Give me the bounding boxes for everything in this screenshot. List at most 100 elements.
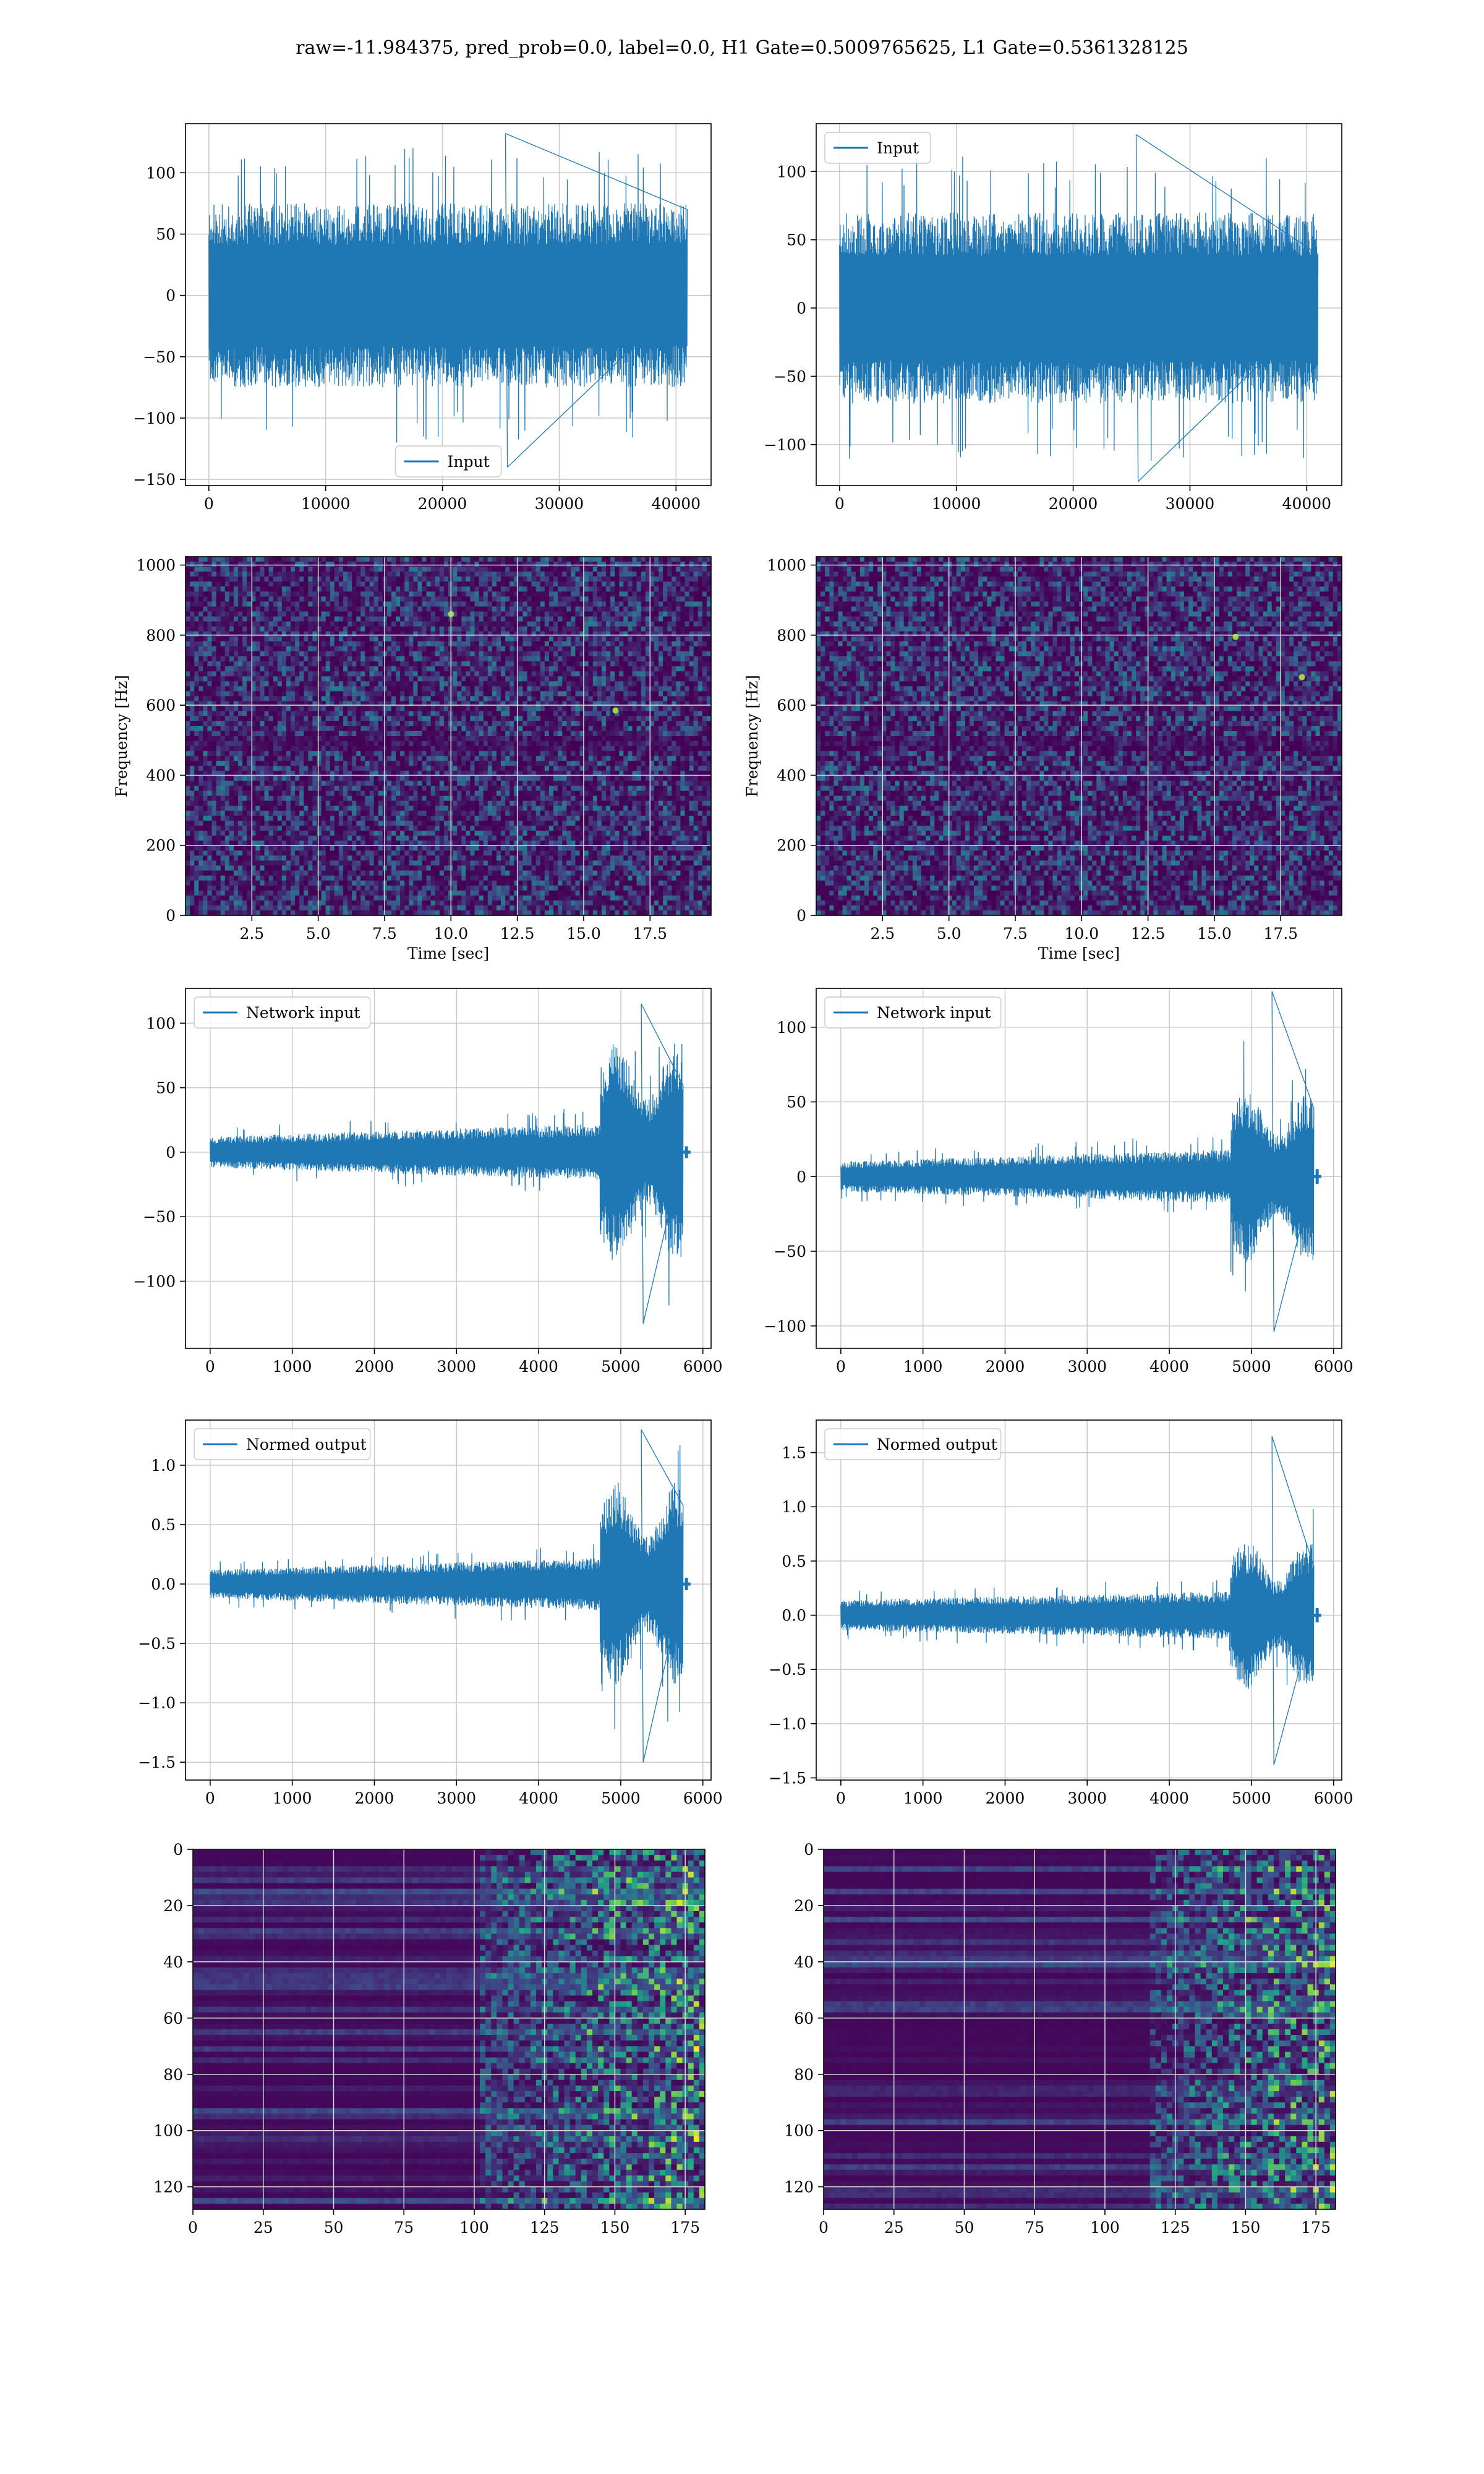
heatmap-cell — [220, 701, 226, 707]
y-tick-label: 50 — [787, 231, 806, 249]
heatmap-cell — [356, 790, 361, 797]
heatmap-cell — [211, 562, 217, 567]
heatmap-cell — [378, 736, 383, 742]
heatmap-cell — [229, 785, 234, 792]
heatmap-cell — [378, 790, 383, 797]
heatmap-cell — [286, 626, 291, 632]
heatmap-cell — [400, 766, 405, 771]
heatmap-cell — [251, 557, 256, 562]
heatmap-cell — [321, 601, 326, 607]
heatmap-cell — [286, 836, 291, 841]
heatmap-cell — [343, 805, 348, 811]
heatmap-cell — [466, 826, 471, 831]
heatmap-cell — [273, 785, 278, 792]
heatmap-cell — [273, 870, 278, 876]
heatmap-cell — [365, 885, 370, 891]
heatmap-cell — [286, 910, 291, 915]
heatmap-cell — [348, 626, 352, 632]
heatmap-cell — [338, 800, 344, 807]
heatmap-cell — [404, 730, 409, 737]
heatmap-cell — [400, 800, 405, 807]
heatmap-cell — [334, 716, 339, 722]
heatmap-cell — [186, 686, 190, 692]
heatmap-cell — [474, 730, 480, 737]
heatmap-cell — [277, 567, 283, 572]
heatmap-cell — [260, 845, 265, 851]
heatmap-cell — [369, 636, 375, 642]
heatmap-cell — [211, 870, 217, 876]
heatmap-cell — [321, 790, 326, 797]
heatmap-cell — [391, 726, 396, 732]
heatmap-cell — [308, 631, 313, 637]
heatmap-cell — [264, 581, 270, 587]
heatmap-cell — [338, 586, 344, 592]
heatmap-cell — [304, 890, 309, 896]
heatmap-cell — [317, 831, 322, 836]
heatmap-cell — [378, 880, 383, 886]
heatmap-cell — [330, 875, 335, 881]
heatmap-cell — [308, 781, 313, 787]
heatmap-cell — [479, 831, 484, 836]
heatmap-cell — [457, 711, 462, 717]
heatmap-cell — [453, 646, 458, 652]
heatmap-cell — [211, 611, 217, 617]
heatmap-cell — [466, 785, 471, 792]
heatmap-cell — [255, 820, 260, 826]
heatmap-cell — [295, 771, 300, 777]
heatmap-cell — [229, 905, 234, 911]
heatmap-cell — [373, 596, 379, 602]
heatmap-cell — [308, 701, 313, 707]
heatmap-cell — [238, 781, 243, 787]
heatmap-cell — [194, 741, 199, 747]
heatmap-cell — [470, 701, 475, 707]
heatmap-cell — [356, 766, 361, 771]
heatmap-cell — [317, 910, 322, 915]
heatmap-cell — [474, 865, 480, 871]
heatmap-cell — [396, 651, 401, 657]
heatmap-cell — [194, 567, 199, 572]
heatmap-cell — [198, 631, 203, 637]
heatmap-cell — [413, 860, 418, 867]
heatmap-cell — [373, 900, 379, 906]
heatmap-cell — [295, 567, 300, 572]
heatmap-cell — [207, 621, 213, 627]
heatmap-cell — [330, 895, 335, 901]
heatmap-cell — [352, 910, 357, 915]
heatmap-cell — [260, 691, 265, 697]
heatmap-cell — [426, 666, 432, 672]
x-tick-label: 30000 — [535, 495, 584, 513]
heatmap-cell — [286, 895, 291, 901]
heatmap-cell — [291, 865, 296, 871]
heatmap-cell — [325, 586, 331, 592]
heatmap-cell — [461, 661, 466, 667]
heatmap-cell — [404, 726, 409, 732]
heatmap-cell — [317, 810, 322, 816]
heatmap-cell — [238, 826, 243, 831]
heatmap-cell — [461, 761, 466, 766]
heatmap-cell — [457, 836, 462, 841]
heatmap-cell — [229, 571, 234, 577]
heatmap-cell — [391, 706, 396, 712]
heatmap-cell — [190, 681, 195, 687]
heatmap-cell — [356, 716, 361, 722]
heatmap-cell — [186, 831, 190, 836]
heatmap-cell — [396, 726, 401, 732]
heatmap-cell — [334, 766, 339, 771]
heatmap-cell — [474, 890, 480, 896]
heatmap-cell — [216, 810, 221, 816]
heatmap-cell — [430, 611, 436, 617]
heatmap-cell — [198, 646, 203, 652]
heatmap-cell — [373, 646, 379, 652]
heatmap-cell — [203, 875, 208, 881]
heatmap-cell — [373, 621, 379, 627]
heatmap-cell — [224, 676, 230, 682]
heatmap-cell — [348, 895, 352, 901]
heatmap-cell — [360, 841, 365, 846]
heatmap-cell — [466, 721, 471, 727]
heatmap-cell — [409, 855, 414, 861]
heatmap-cell — [396, 875, 401, 881]
heatmap-cell — [466, 776, 471, 782]
heatmap-cell — [286, 805, 291, 811]
heatmap-cell — [343, 826, 348, 831]
heatmap-cell — [251, 741, 256, 747]
